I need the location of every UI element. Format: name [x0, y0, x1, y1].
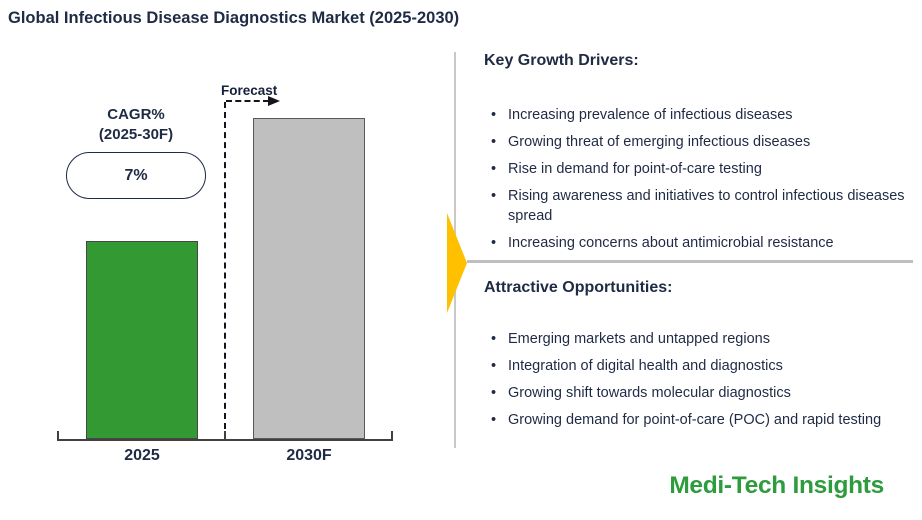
- cagr-label-line1: CAGR%: [107, 106, 165, 123]
- cagr-value: 7%: [124, 166, 148, 184]
- bar-2025: [86, 241, 198, 439]
- list-item: Growing shift towards molecular diagnost…: [489, 383, 913, 403]
- list-item: Emerging markets and untapped regions: [489, 329, 913, 349]
- forecast-arrowhead-icon: [268, 96, 280, 106]
- list-item: Rising awareness and initiatives to cont…: [489, 186, 913, 226]
- list-item: Growing demand for point-of-care (POC) a…: [489, 410, 913, 430]
- axis-label-2030f: 2030F: [286, 447, 332, 464]
- yellow-arrow-icon: [447, 213, 467, 313]
- growth-drivers-list: Increasing prevalence of infectious dise…: [489, 105, 913, 260]
- list-item: Growing threat of emerging infectious di…: [489, 132, 913, 152]
- forecast-dashed-divider-vertical: [224, 102, 226, 439]
- x-axis-tick-left: [57, 431, 59, 440]
- growth-drivers-heading: Key Growth Drivers:: [484, 52, 639, 69]
- forecast-label: Forecast: [221, 83, 278, 98]
- x-axis-line: [57, 439, 393, 441]
- list-item: Increasing prevalence of infectious dise…: [489, 105, 913, 125]
- x-axis-tick-middle: [224, 431, 226, 440]
- bar-2030f: [253, 118, 365, 439]
- opportunities-heading: Attractive Opportunities:: [484, 279, 673, 296]
- forecast-dashed-line-horizontal: [226, 100, 269, 102]
- page-title: Global Infectious Disease Diagnostics Ma…: [8, 9, 460, 27]
- opportunities-list: Emerging markets and untapped regions In…: [489, 329, 913, 437]
- section-divider: [467, 260, 913, 263]
- medi-tech-insights-logo: Medi-Tech Insights: [669, 472, 884, 499]
- list-item: Increasing concerns about antimicrobial …: [489, 233, 913, 253]
- axis-label-2025: 2025: [124, 447, 160, 464]
- list-item: Rise in demand for point-of-care testing: [489, 159, 913, 179]
- x-axis-tick-right: [391, 431, 393, 440]
- list-item: Integration of digital health and diagno…: [489, 356, 913, 376]
- cagr-label: CAGR% (2025-30F): [60, 105, 212, 145]
- cagr-label-line2: (2025-30F): [98, 126, 174, 143]
- cagr-value-pill: 7%: [66, 152, 206, 199]
